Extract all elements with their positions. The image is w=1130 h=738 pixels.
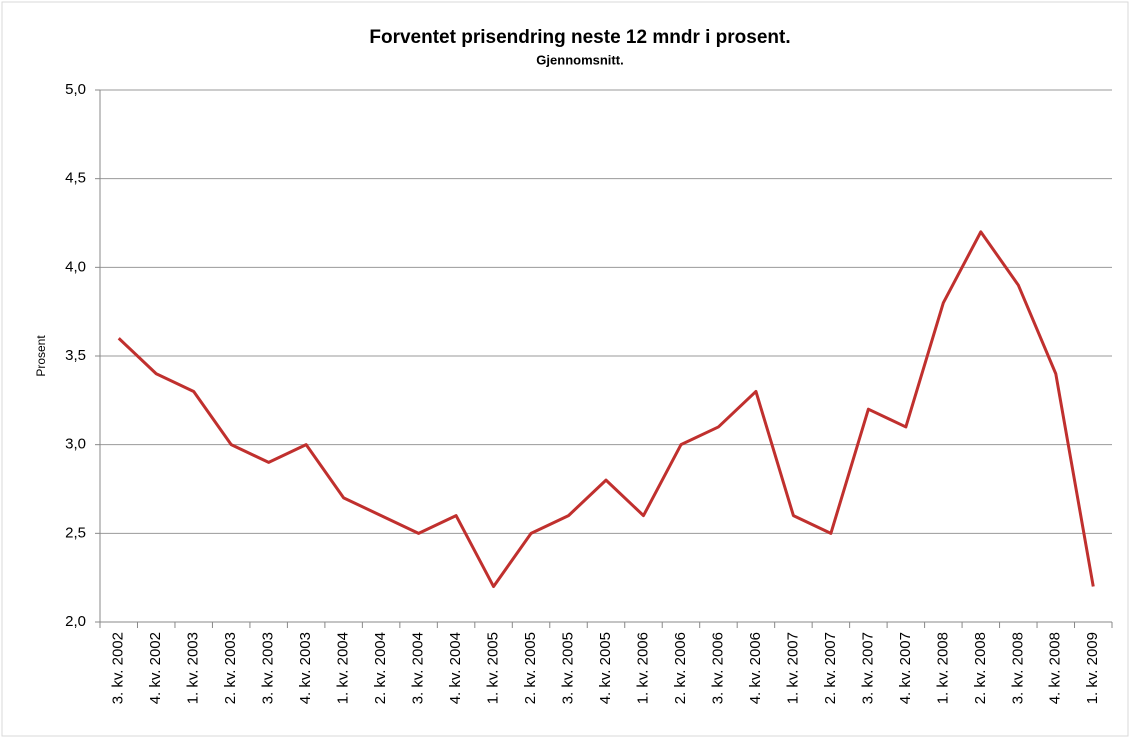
x-tick-label: 3. kv. 2005 <box>559 632 576 704</box>
x-tick-label: 4. kv. 2004 <box>447 632 464 704</box>
x-tick-label: 2. kv. 2004 <box>372 632 389 704</box>
x-tick-label: 2. kv. 2007 <box>822 632 839 704</box>
x-tick-label: 4. kv. 2007 <box>897 632 914 704</box>
x-tick-label: 2. kv. 2008 <box>972 632 989 704</box>
chart-title: Forventet prisendring neste 12 mndr i pr… <box>369 27 790 48</box>
y-tick-label: 5,0 <box>65 81 86 98</box>
x-tick-label: 4. kv. 2003 <box>297 632 314 704</box>
chart-subtitle: Gjennomsnitt. <box>536 52 623 67</box>
x-tick-label: 2. kv. 2005 <box>522 632 539 704</box>
y-tick-label: 2,0 <box>65 613 86 630</box>
y-tick-label: 3,5 <box>65 347 86 364</box>
y-axis-label: Prosent <box>34 335 48 377</box>
x-tick-label: 1. kv. 2006 <box>634 632 651 704</box>
x-tick-label: 4. kv. 2008 <box>1047 632 1064 704</box>
x-tick-label: 4. kv. 2006 <box>747 632 764 704</box>
x-tick-label: 4. kv. 2002 <box>147 632 164 704</box>
x-tick-label: 3. kv. 2007 <box>859 632 876 704</box>
x-tick-label: 1. kv. 2009 <box>1084 632 1101 704</box>
x-tick-label: 3. kv. 2006 <box>709 632 726 704</box>
x-tick-label: 3. kv. 2008 <box>1009 632 1026 704</box>
y-tick-label: 4,0 <box>65 258 86 275</box>
y-tick-label: 2,5 <box>65 524 86 541</box>
x-tick-label: 1. kv. 2003 <box>185 632 202 704</box>
x-tick-label: 2. kv. 2003 <box>222 632 239 704</box>
x-tick-label: 1. kv. 2007 <box>784 632 801 704</box>
y-tick-label: 4,5 <box>65 170 86 187</box>
x-tick-label: 1. kv. 2005 <box>485 632 502 704</box>
x-tick-label: 4. kv. 2005 <box>597 632 614 704</box>
x-tick-label: 2. kv. 2006 <box>672 632 689 704</box>
x-tick-label: 1. kv. 2008 <box>934 632 951 704</box>
x-tick-label: 3. kv. 2003 <box>260 632 277 704</box>
y-tick-label: 3,0 <box>65 436 86 453</box>
x-tick-label: 3. kv. 2002 <box>110 632 127 704</box>
x-tick-label: 3. kv. 2004 <box>410 632 427 704</box>
data-line <box>117 230 1095 589</box>
x-tick-label: 1. kv. 2004 <box>335 632 352 704</box>
